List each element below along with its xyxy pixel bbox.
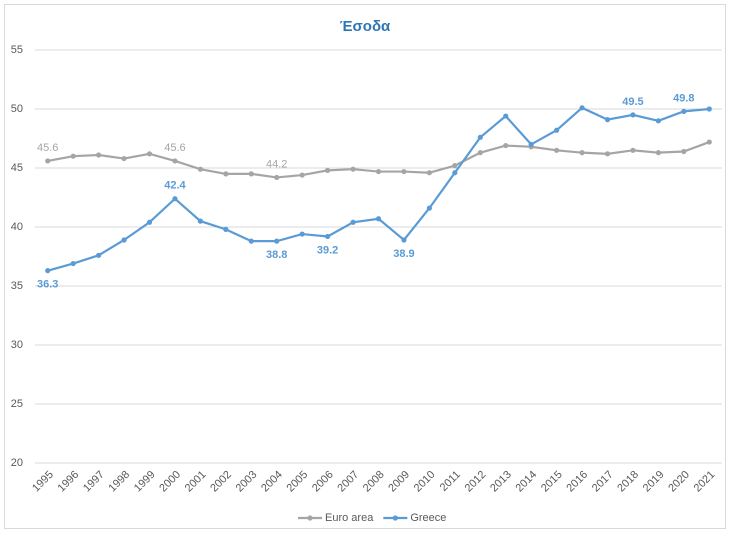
data-label: 36.3	[37, 279, 58, 291]
data-point	[70, 153, 76, 159]
data-point	[70, 260, 76, 267]
data-point	[299, 231, 305, 237]
data-point	[426, 205, 432, 211]
data-point	[401, 237, 407, 243]
data-point	[197, 166, 203, 172]
data-label: 44.2	[266, 158, 287, 170]
data-point	[503, 142, 509, 149]
legend-label: Euro area	[325, 512, 374, 524]
data-point	[630, 147, 636, 153]
data-label: 45.6	[164, 142, 185, 154]
data-point	[604, 117, 611, 123]
y-tick-label: 55	[11, 44, 23, 56]
data-point	[554, 147, 560, 153]
chart-title: Έσοδα	[340, 18, 391, 35]
data-point	[172, 196, 178, 202]
data-point	[681, 108, 687, 114]
data-point	[503, 113, 509, 119]
data-point	[401, 168, 407, 175]
data-point	[45, 158, 51, 164]
y-tick-label: 25	[11, 398, 23, 410]
data-point	[223, 171, 229, 177]
y-tick-label: 40	[11, 221, 23, 233]
data-label: 49.8	[673, 92, 694, 104]
data-point	[375, 168, 382, 175]
y-tick-label: 30	[11, 339, 23, 351]
data-label: 42.4	[164, 180, 186, 192]
data-point	[96, 152, 102, 158]
data-label: 49.5	[622, 96, 643, 108]
data-point	[579, 150, 585, 156]
data-point	[223, 226, 229, 232]
data-point	[325, 233, 331, 240]
data-label: 38.8	[266, 249, 287, 261]
data-point	[96, 252, 102, 258]
data-point	[350, 219, 356, 225]
data-point	[121, 237, 127, 243]
data-point	[146, 219, 153, 225]
data-point	[426, 170, 432, 176]
chart-border	[4, 4, 726, 529]
data-point	[299, 172, 305, 178]
data-point	[248, 238, 254, 244]
data-point	[248, 171, 254, 177]
data-point	[681, 148, 687, 155]
data-point	[554, 127, 560, 133]
legend-marker	[392, 515, 398, 521]
data-point	[528, 141, 534, 147]
legend-marker	[307, 515, 313, 521]
data-point	[706, 139, 712, 145]
data-point	[274, 238, 280, 244]
data-point	[452, 170, 458, 176]
data-point	[655, 118, 661, 124]
data-point	[375, 216, 382, 222]
data-point	[452, 163, 458, 169]
y-tick-label: 35	[11, 280, 23, 292]
data-point	[197, 218, 203, 224]
data-point	[172, 158, 178, 164]
data-point	[477, 134, 483, 140]
y-tick-label: 45	[11, 162, 23, 174]
data-label: 39.2	[317, 244, 338, 256]
data-label: 38.9	[393, 248, 414, 260]
y-tick-label: 50	[11, 103, 23, 115]
data-point	[274, 174, 280, 181]
data-point	[706, 106, 712, 112]
data-point	[350, 166, 356, 172]
data-point	[579, 105, 585, 111]
y-tick-label: 20	[11, 457, 23, 469]
data-point	[146, 151, 153, 157]
data-point	[325, 167, 331, 173]
data-point	[45, 268, 51, 274]
legend-label: Greece	[410, 512, 446, 524]
data-point	[604, 151, 611, 157]
data-label: 45.6	[37, 142, 58, 154]
data-point	[630, 112, 636, 118]
data-point	[477, 150, 483, 156]
data-point	[655, 150, 661, 156]
data-point	[121, 155, 127, 162]
